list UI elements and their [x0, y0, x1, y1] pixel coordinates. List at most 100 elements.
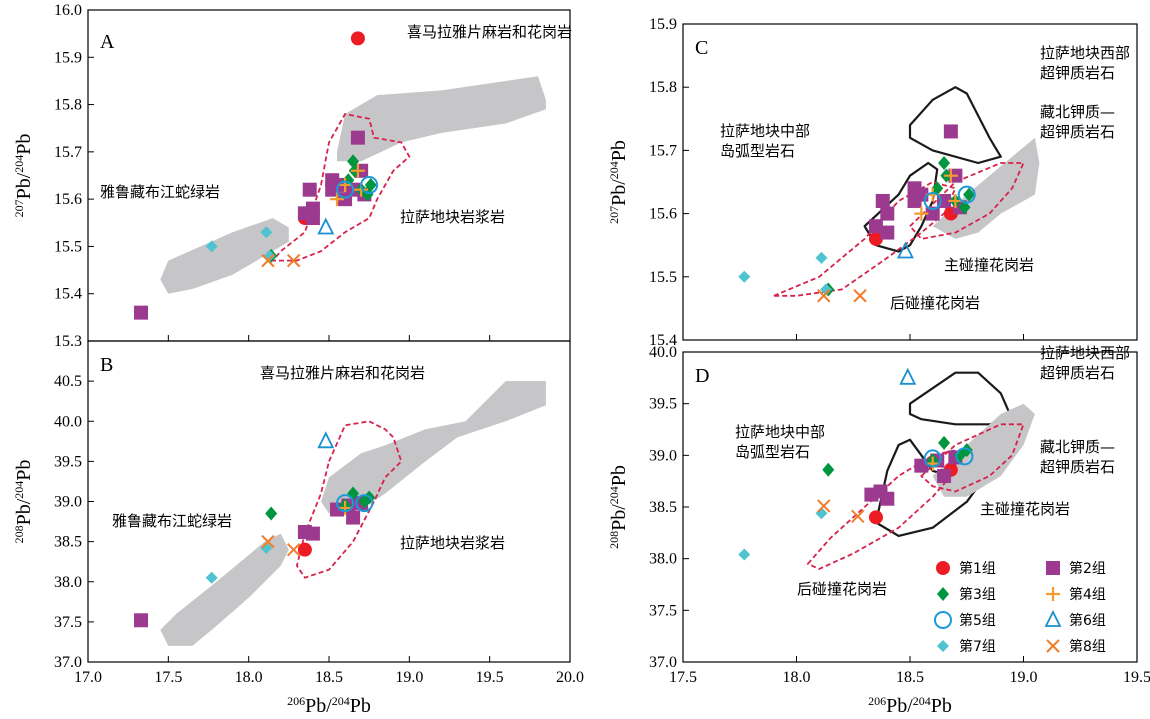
- point: [286, 253, 301, 268]
- point: [960, 443, 973, 458]
- point: [957, 185, 976, 204]
- point: [330, 192, 345, 207]
- region-label: 喜马拉雅片麻岩和花岗岩: [407, 23, 572, 41]
- y-tick-label: 16.0: [54, 2, 82, 19]
- panel-b: 37.0 37.5 38.0 38.5 39.0 39.5 40.0 40.5 17.0 17.5…: [12, 340, 584, 717]
- y-tick-label: 38.5: [54, 534, 82, 551]
- point: [897, 241, 914, 259]
- region-0: [908, 371, 1014, 426]
- point: [948, 193, 963, 208]
- panel-letter: D: [695, 365, 709, 387]
- region-0: [337, 76, 546, 162]
- point: [868, 510, 883, 525]
- point: [738, 548, 751, 561]
- region-label: 后碰撞花岗岩: [890, 294, 980, 312]
- point: [880, 491, 895, 506]
- region-label: 拉萨地块岩浆岩: [400, 534, 505, 552]
- x-tick-label: 20.0: [556, 669, 584, 686]
- y-tick-label: 40.0: [649, 344, 677, 361]
- point: [302, 182, 317, 197]
- y-tick-label: 38.0: [54, 574, 82, 591]
- point: [937, 469, 952, 483]
- region-label: 后碰撞花岗岩: [797, 580, 887, 598]
- region-2: [270, 112, 411, 262]
- point: [943, 168, 958, 183]
- point: [360, 175, 379, 194]
- x-axis-label: 206Pb/204Pb: [868, 694, 952, 717]
- x-tick-label: 19.5: [476, 669, 504, 686]
- region-label: 藏北钾质—超钾质岩石: [1040, 438, 1115, 476]
- y-axis-label: 208Pb/204Pb: [607, 465, 630, 549]
- point: [738, 270, 751, 283]
- point: [305, 211, 320, 226]
- point: [305, 526, 320, 541]
- y-tick-label: 37.0: [54, 654, 82, 671]
- y-axis-label: 208Pb/204Pb: [12, 460, 35, 544]
- y-tick-label: 40.0: [54, 413, 82, 430]
- legend-label: 第1组: [959, 560, 996, 577]
- region-4: [806, 449, 957, 570]
- y-tick-label: 37.0: [649, 654, 677, 671]
- legend-label: 第5组: [959, 612, 996, 629]
- legend-marker: [1044, 609, 1062, 627]
- point: [875, 193, 890, 208]
- region-label: 拉萨地块中部岛弧型岩石: [720, 122, 810, 160]
- point: [261, 534, 275, 549]
- region-label: 拉萨地块西部超钾质岩石: [1040, 44, 1130, 82]
- point: [134, 613, 149, 628]
- y-axis-label: 207Pb/204Pb: [12, 134, 35, 218]
- point: [205, 571, 218, 584]
- point: [134, 305, 149, 320]
- point: [338, 500, 353, 515]
- point: [822, 462, 835, 477]
- x-tick-label: 17.5: [669, 669, 697, 686]
- region-label: 拉萨地块岩浆岩: [400, 208, 505, 226]
- point: [364, 177, 377, 192]
- point: [355, 494, 374, 513]
- y-tick-label: 15.6: [649, 206, 677, 223]
- legend-label: 第7组: [959, 638, 996, 655]
- panel-letter: A: [100, 31, 115, 53]
- point: [815, 251, 828, 264]
- x-tick-label: 18.0: [235, 669, 263, 686]
- region-1: [160, 533, 289, 646]
- y-tick-label: 37.5: [649, 602, 677, 619]
- panel-c: 15.4 15.5 15.6 15.7 15.8 15.9 C 拉萨地块西部超钾质岩石拉萨地块…: [607, 16, 1138, 349]
- point: [317, 431, 335, 449]
- point: [851, 509, 865, 524]
- region-2: [932, 403, 1035, 497]
- point: [336, 180, 355, 199]
- y-tick-label: 15.4: [54, 286, 82, 303]
- region-3: [908, 162, 1025, 240]
- region-label: 拉萨地块中部岛弧型岩石: [735, 423, 825, 461]
- point: [350, 130, 365, 145]
- legend-marker: [934, 611, 952, 629]
- y-tick-label: 39.5: [54, 453, 82, 470]
- point: [286, 542, 301, 557]
- point: [817, 499, 831, 513]
- region-label: 拉萨地块西部超钾质岩石: [1040, 344, 1130, 382]
- point: [350, 163, 365, 178]
- legend-marker: [1046, 639, 1060, 653]
- x-tick-label: 19.0: [1010, 669, 1038, 686]
- y-tick-label: 15.7: [649, 142, 677, 159]
- point: [297, 542, 312, 557]
- y-tick-label: 15.4: [649, 332, 677, 349]
- y-tick-label: 15.8: [649, 79, 677, 96]
- y-tick-label: 38.5: [649, 499, 677, 516]
- y-tick-label: 37.5: [54, 614, 82, 631]
- point: [880, 206, 895, 221]
- x-tick-label: 18.5: [896, 669, 924, 686]
- point: [931, 181, 944, 196]
- point: [923, 191, 942, 210]
- point: [853, 289, 867, 303]
- point: [338, 177, 353, 192]
- region-label: 雅鲁藏布江蛇绿岩: [112, 512, 232, 530]
- point: [868, 231, 883, 246]
- x-tick-label: 19.5: [1123, 669, 1150, 686]
- y-tick-label: 15.7: [54, 144, 82, 161]
- legend-label: 第8组: [1069, 638, 1106, 655]
- point: [265, 506, 278, 521]
